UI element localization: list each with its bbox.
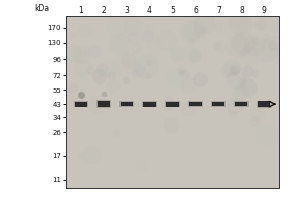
Bar <box>165 101 180 107</box>
Bar <box>189 102 202 106</box>
Bar <box>75 102 87 107</box>
Bar <box>167 102 178 107</box>
Bar <box>97 100 111 108</box>
Bar <box>257 101 272 108</box>
Bar <box>142 101 157 107</box>
Bar <box>119 101 134 107</box>
Text: kDa: kDa <box>34 4 49 13</box>
Bar <box>143 102 156 107</box>
Bar <box>212 102 224 106</box>
Bar <box>211 101 226 107</box>
Bar <box>98 101 110 107</box>
Bar <box>74 101 88 107</box>
Bar <box>258 101 270 107</box>
Bar <box>236 102 247 106</box>
Bar <box>188 101 203 107</box>
Bar <box>234 101 248 107</box>
Bar <box>121 102 133 106</box>
